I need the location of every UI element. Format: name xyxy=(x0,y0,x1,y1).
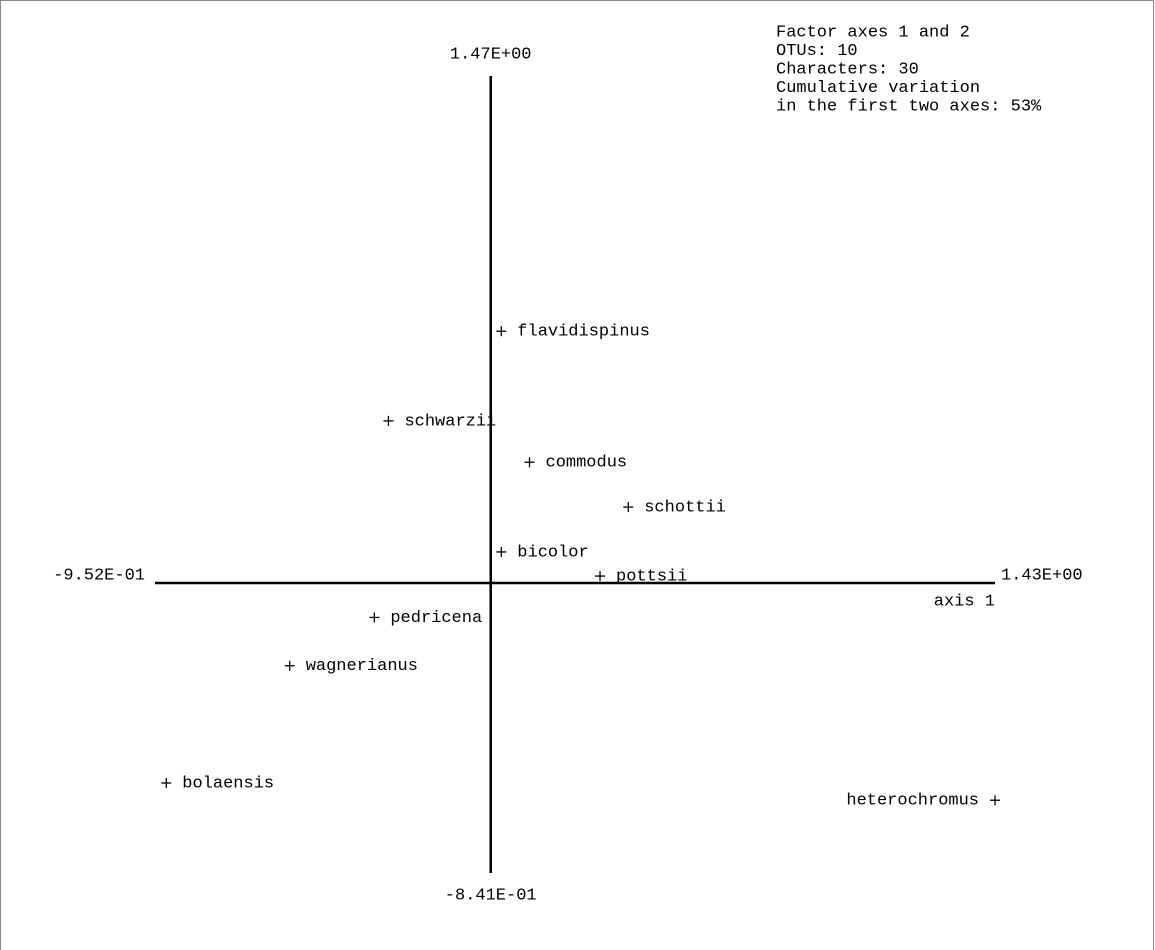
point-label: bicolor xyxy=(517,543,588,562)
point-label: bolaensis xyxy=(182,774,274,793)
y-tick-label: -8.41E-01 xyxy=(445,886,537,905)
point xyxy=(990,795,1000,806)
annotation: OTUs: 10 xyxy=(776,42,858,61)
annotation: in the first two axes: 53% xyxy=(776,97,1042,116)
point-label: pedricena xyxy=(390,609,482,628)
point xyxy=(284,660,295,671)
y-tick-label: 1.47E+00 xyxy=(450,45,532,64)
annotation: Factor axes 1 and 2 xyxy=(776,23,970,42)
point-label: wagnerianus xyxy=(306,657,418,676)
point xyxy=(161,777,172,788)
point xyxy=(524,457,535,468)
point xyxy=(383,415,394,426)
annotation: Characters: 30 xyxy=(776,60,919,79)
point xyxy=(369,612,380,623)
point-label: flavidispinus xyxy=(517,323,650,342)
x-tick-label: -9.52E-01 xyxy=(53,566,145,585)
point xyxy=(496,326,507,337)
annotation: Cumulative variation xyxy=(776,79,980,98)
point-label: commodus xyxy=(546,454,628,473)
x-axis-label: axis 1 xyxy=(934,592,995,611)
point-label: schwarzii xyxy=(404,412,496,431)
point-label: schottii xyxy=(644,499,726,518)
point xyxy=(496,546,507,557)
point xyxy=(595,571,606,582)
point xyxy=(623,502,634,513)
point-label: heterochromus xyxy=(846,792,979,811)
point-label: pottsii xyxy=(616,568,687,587)
x-tick-label: 1.43E+00 xyxy=(1001,566,1083,585)
